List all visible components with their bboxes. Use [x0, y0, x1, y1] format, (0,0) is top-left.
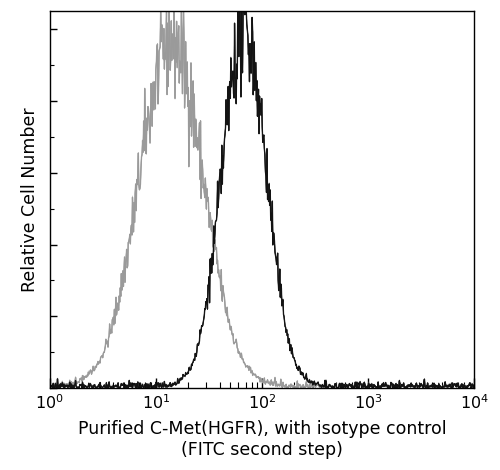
Y-axis label: Relative Cell Number: Relative Cell Number: [21, 107, 39, 292]
X-axis label: Purified C-Met(HGFR), with isotype control
(FITC second step): Purified C-Met(HGFR), with isotype contr…: [78, 420, 446, 459]
